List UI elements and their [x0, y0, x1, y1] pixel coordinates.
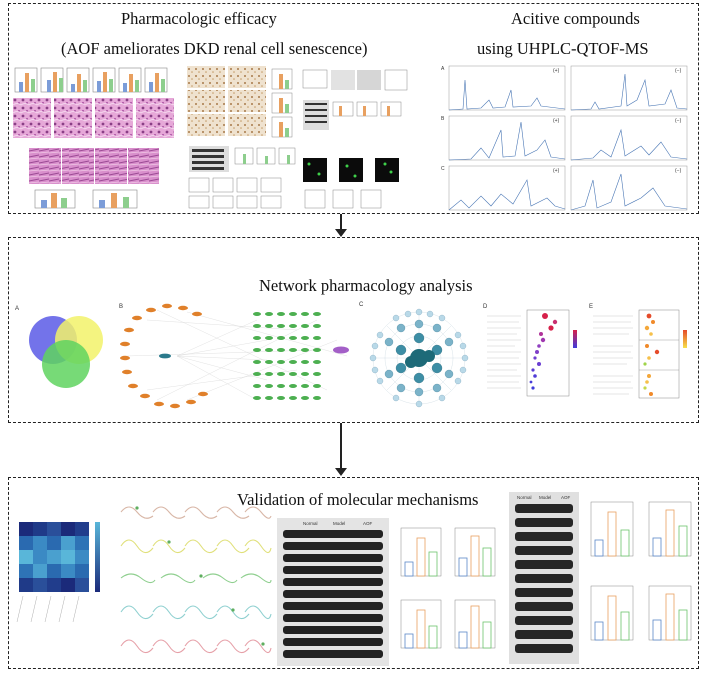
- chrom-mode-neg-c: (−): [675, 168, 682, 174]
- chrom-letter-a: A: [441, 66, 445, 72]
- kegg-letter: D: [483, 304, 488, 310]
- efficacy-subtitle: (AOF ameliorates DKD renal cell senescen…: [61, 39, 368, 58]
- wb1-group-aof: AOF: [363, 521, 373, 526]
- efficacy-western-blot: [188, 146, 296, 209]
- wb2-group-model: Model: [539, 495, 551, 500]
- uhplc-chromatograms: A B C (+) (−) (+) (−) (+) (−): [441, 65, 688, 211]
- flow-arrow-1-shaft: [340, 214, 342, 230]
- compound-target-network: B: [119, 303, 349, 409]
- ppi-letter: C: [359, 302, 364, 308]
- flow-arrow-2-shaft: [340, 423, 342, 469]
- network-letter: B: [119, 304, 123, 310]
- go-letter: E: [589, 304, 593, 310]
- western-quant-bars-1: [400, 527, 496, 649]
- chrom-letter-b: B: [441, 116, 445, 122]
- compounds-title: Acitive compounds: [511, 9, 640, 28]
- wb1-group-model: Model: [333, 521, 345, 526]
- efficacy-cell-assays: [302, 69, 408, 209]
- validation-panel: Validation of molecular mechanisms Norma…: [8, 477, 699, 669]
- wb1-group-normal: Normal: [303, 521, 318, 526]
- chrom-mode-neg-b: (−): [675, 118, 682, 124]
- go-dotplot: E: [589, 304, 687, 399]
- wb2-group-normal: Normal: [517, 495, 532, 500]
- he-stain-images-row1: [13, 98, 174, 138]
- flow-arrow-2-head: [335, 468, 347, 476]
- chrom-mode-pos-a: (+): [553, 68, 560, 74]
- western-quant-bars-2: [590, 501, 692, 641]
- he-quant-bars: [34, 189, 138, 209]
- ppi-network: C: [359, 302, 469, 408]
- western-blot-2: Normal Model AOF: [509, 492, 579, 664]
- efficacy-bar-thumbnails: [13, 64, 173, 96]
- chrom-letter-c: C: [441, 166, 445, 172]
- flow-arrow-1-head: [335, 229, 347, 237]
- docking-structures: [120, 506, 272, 654]
- chrom-mode-neg-a: (−): [675, 68, 682, 74]
- compounds-subtitle: using UHPLC-QTOF-MS: [477, 39, 649, 58]
- wb2-group-aof: AOF: [561, 495, 571, 500]
- docking-heatmap: [16, 522, 100, 623]
- kegg-dotplot: D: [483, 304, 577, 397]
- efficacy-title: Pharmacologic efficacy: [121, 9, 277, 28]
- ihc-images: [187, 66, 266, 136]
- venn-diagram: A: [15, 306, 103, 388]
- validation-title: Validation of molecular mechanisms: [237, 490, 479, 509]
- chrom-mode-pos-b: (+): [553, 118, 560, 124]
- ihc-quant-bars: [271, 68, 293, 138]
- chrom-mode-pos-c: (+): [553, 168, 560, 174]
- he-stain-images-row2: [29, 148, 159, 184]
- western-blot-1: Normal Model AOF: [277, 518, 389, 666]
- network-panel: Network pharmacology analysis A B: [8, 237, 699, 423]
- venn-letter: A: [15, 306, 19, 312]
- network-title: Network pharmacology analysis: [259, 276, 473, 295]
- efficacy-compounds-panel: Pharmacologic efficacy (AOF ameliorates …: [8, 3, 699, 214]
